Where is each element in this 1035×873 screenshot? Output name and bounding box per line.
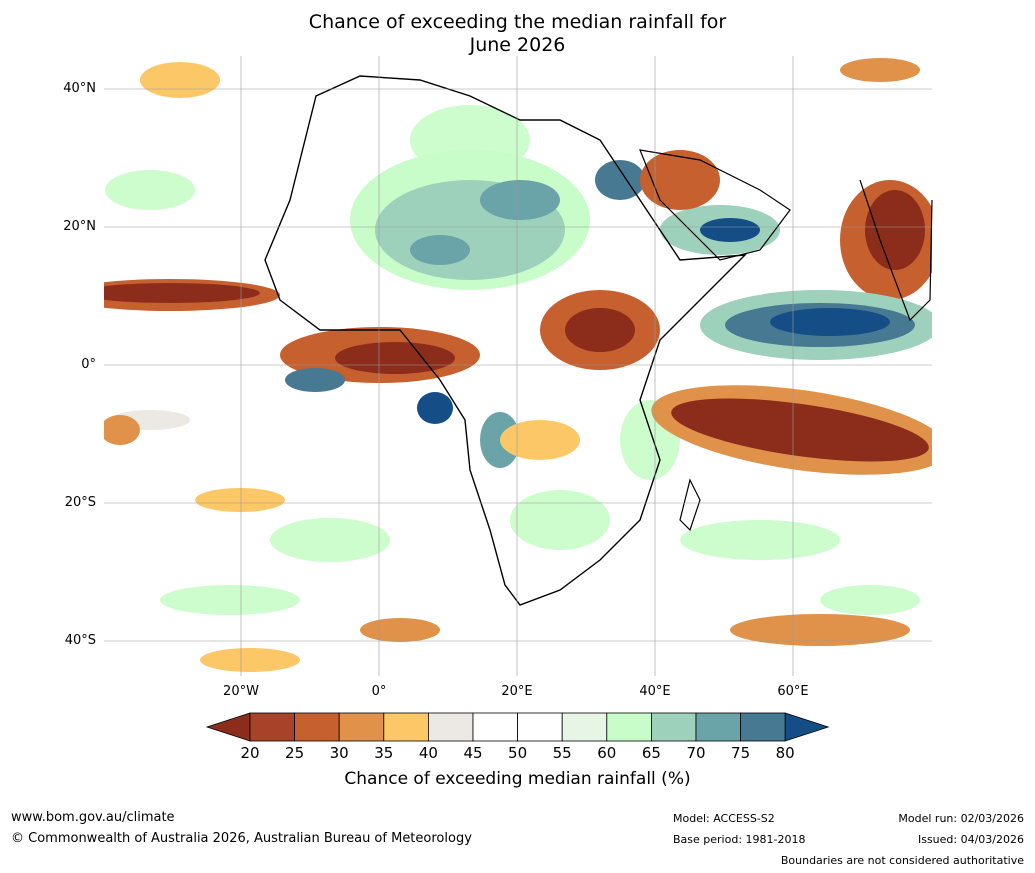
coastline-africa [264, 75, 747, 606]
colorbar-arrow-high [784, 712, 830, 742]
colorbar-tick-label: 45 [463, 744, 483, 762]
colorbar-tick-label: 75 [731, 744, 751, 762]
footer-issued: Issued: 04/03/2026 [917, 833, 1024, 846]
rainfall-fields [104, 58, 932, 672]
chart-title-line1: Chance of exceeding the median rainfall … [308, 11, 727, 33]
rainfall-map [104, 56, 933, 676]
lon-label-20w: 20°W [223, 684, 259, 699]
colorbar-segment [740, 712, 786, 742]
footer-disclaimer: Boundaries are not considered authoritat… [780, 854, 1024, 867]
lat-label-40n: 40°N [63, 81, 96, 96]
colorbar-tick-label: 55 [552, 744, 572, 762]
colorbar-segment [517, 712, 563, 742]
colorbar-segment [695, 712, 741, 742]
colorbar-tick-label: 70 [686, 744, 706, 762]
lat-label-40s: 40°S [64, 633, 96, 648]
colorbar-segment [338, 712, 385, 742]
footer-copyright: © Commonwealth of Australia 2026, Austra… [11, 831, 472, 846]
footer-url: www.bom.gov.au/climate [11, 810, 175, 825]
colorbar-title: Chance of exceeding median rainfall (%) [344, 769, 691, 789]
colorbar-segment [249, 712, 295, 742]
coastline-madagascar [679, 478, 701, 532]
colorbar-tick-label: 30 [329, 744, 349, 762]
chart-title-line2: June 2026 [469, 34, 566, 56]
colorbar-arrow-low [205, 712, 251, 742]
footer-model: Model: ACCESS-S2 [673, 812, 775, 825]
colorbar-tick-label: 20 [240, 744, 260, 762]
lon-label-60e: 60°E [777, 684, 809, 699]
colorbar-segment [383, 712, 429, 742]
colorbar-segment [651, 712, 697, 742]
colorbar-segment [294, 712, 340, 742]
lon-label-40e: 40°E [639, 684, 671, 699]
footer-base-period: Base period: 1981-2018 [673, 833, 806, 846]
lat-label-0: 0° [81, 357, 96, 372]
colorbar-segment [427, 712, 474, 742]
colorbar-tick-label: 40 [418, 744, 438, 762]
map-gridlines [104, 56, 932, 676]
footer-model-run: Model run: 02/03/2026 [898, 812, 1024, 825]
colorbar-tick-label: 35 [374, 744, 394, 762]
colorbar-tick-label: 80 [775, 744, 795, 762]
colorbar-tick-label: 50 [508, 744, 528, 762]
colorbar-segment [472, 712, 518, 742]
colorbar-tick-label: 60 [597, 744, 617, 762]
colorbar-tick-label: 65 [641, 744, 661, 762]
coastline-arabia [639, 149, 791, 261]
colorbar-segment [606, 712, 652, 742]
lat-label-20n: 20°N [63, 219, 96, 234]
colorbar [205, 712, 830, 742]
lat-label-20s: 20°S [64, 495, 96, 510]
lon-label-20e: 20°E [501, 684, 533, 699]
colorbar-tick-label: 25 [285, 744, 305, 762]
colorbar-segment [561, 712, 608, 742]
lon-label-0: 0° [371, 684, 387, 699]
coastline-india [859, 179, 933, 322]
